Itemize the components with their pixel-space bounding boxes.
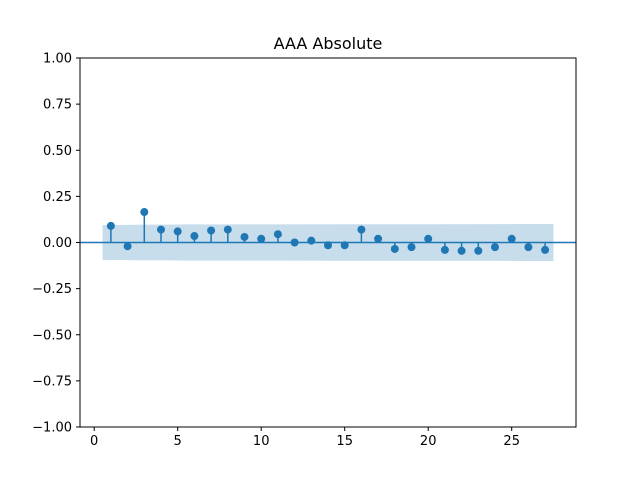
marker-lag-19 [407,243,416,252]
y-tick-label: −0.50 [32,328,72,343]
marker-lag-26 [524,243,533,252]
marker-lag-2 [123,242,132,251]
marker-lag-17 [374,234,383,243]
x-tick-label: 20 [420,434,437,449]
marker-lag-6 [190,232,199,241]
marker-lag-1 [106,221,115,230]
x-axis: 0 5 10 15 20 25 [90,427,520,449]
marker-lag-15 [340,241,349,250]
x-tick-label: 5 [174,434,182,449]
marker-lag-8 [223,225,232,234]
x-tick-label: 0 [90,434,98,449]
x-tick-label: 25 [503,434,520,449]
marker-lag-10 [257,234,266,243]
marker-lag-14 [324,241,332,250]
marker-lag-11 [273,230,282,239]
markers-layer [106,208,550,255]
y-tick-label: 0.75 [43,98,72,113]
y-tick-label: −0.25 [32,282,72,297]
marker-lag-12 [290,238,299,247]
y-tick-label: −0.75 [32,374,72,389]
x-tick-label: 15 [336,434,353,449]
marker-lag-13 [307,236,316,245]
marker-lag-5 [173,227,182,236]
marker-lag-7 [207,226,216,235]
marker-lag-21 [440,245,449,254]
marker-lag-22 [457,246,466,255]
y-tick-label: 1.00 [43,52,72,67]
marker-lag-3 [140,208,149,217]
marker-lag-27 [541,245,550,254]
y-tick-label: 0.25 [43,190,72,205]
y-tick-label: 0.00 [43,236,72,251]
marker-lag-9 [240,232,249,241]
marker-lag-4 [156,225,165,234]
y-tick-label: 0.50 [43,144,72,159]
marker-lag-16 [357,225,366,234]
x-tick-label: 10 [253,434,270,449]
marker-lag-25 [507,234,516,243]
marker-lag-18 [390,244,399,253]
chart-title: AAA Absolute [274,34,383,53]
y-axis: −1.00 −0.75 −0.50 −0.25 0.00 0.25 0.50 0.75 1.00 [32,52,80,436]
marker-lag-20 [424,234,433,243]
y-tick-label: −1.00 [32,421,72,436]
marker-lag-24 [491,243,500,252]
marker-lag-23 [474,246,483,255]
